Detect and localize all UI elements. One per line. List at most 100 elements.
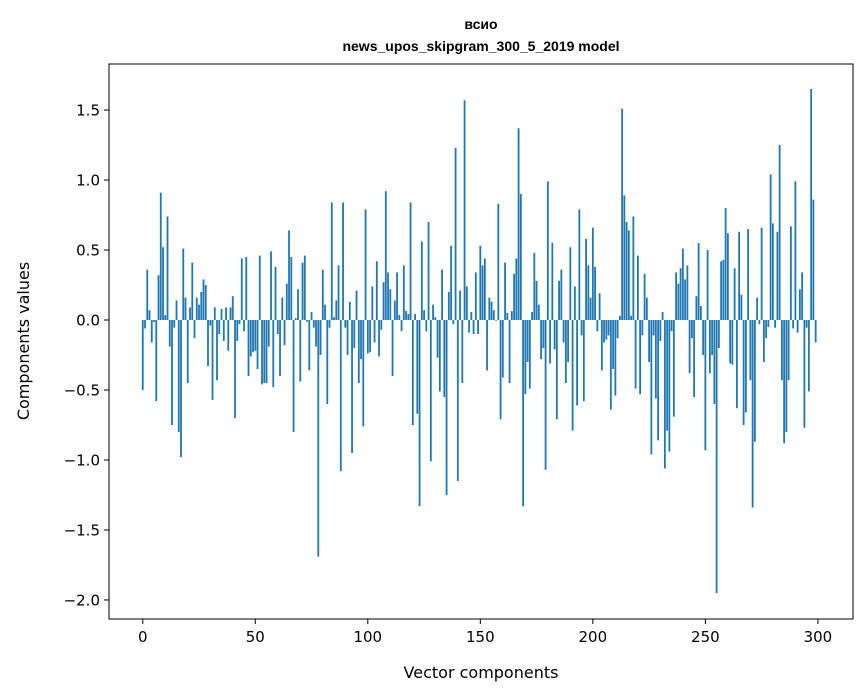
bar-196: [582, 320, 585, 402]
bar-155: [490, 301, 493, 321]
bar-297: [810, 89, 813, 321]
bar-52: [258, 255, 261, 321]
bar-197: [585, 238, 587, 321]
bar-234: [668, 320, 671, 452]
bar-159: [499, 320, 502, 420]
bar-251: [706, 250, 709, 321]
bar-250: [704, 320, 707, 451]
bar-212: [618, 315, 621, 321]
bar-273: [756, 297, 759, 321]
bar-121: [414, 313, 416, 321]
bar-55: [265, 320, 268, 384]
bar-141: [459, 290, 461, 321]
bar-3: [148, 310, 151, 321]
bar-269: [747, 229, 750, 321]
bar-239: [679, 268, 682, 321]
bar-130: [434, 317, 437, 321]
bar-12: [168, 320, 171, 347]
bar-43: [238, 320, 241, 325]
bar-38: [227, 320, 230, 351]
bar-44: [240, 258, 243, 321]
bar-216: [627, 230, 630, 321]
bar-145: [468, 320, 470, 333]
bar-171: [526, 320, 529, 363]
x-tick-label: 0: [138, 628, 148, 646]
bar-169: [522, 320, 524, 507]
bar-229: [657, 320, 660, 441]
bar-259: [724, 208, 727, 321]
bar-133: [441, 269, 443, 321]
bar-129: [432, 304, 434, 321]
bar-206: [605, 320, 608, 340]
bar-76: [312, 320, 315, 328]
bar-41: [234, 320, 236, 418]
bar-20: [186, 320, 189, 384]
bar-192: [573, 286, 576, 321]
bar-241: [684, 279, 687, 321]
bar-194: [578, 209, 581, 321]
bar-57: [270, 251, 272, 321]
bar-289: [792, 320, 795, 329]
bar-102: [371, 286, 374, 321]
bar-98: [362, 320, 365, 427]
bar-188: [564, 320, 567, 384]
x-tick-label: 250: [691, 628, 720, 646]
bar-51: [256, 320, 259, 370]
bar-66: [290, 257, 293, 321]
bar-108: [384, 191, 387, 321]
bar-27: [202, 279, 205, 321]
bar-50: [254, 320, 257, 351]
bar-29: [207, 320, 209, 367]
bar-163: [508, 320, 511, 384]
bar-11: [166, 216, 169, 321]
bar-107: [382, 282, 385, 321]
bar-91: [346, 320, 349, 356]
y-tick-label: 1.5: [76, 102, 100, 120]
bars-group: [141, 89, 817, 593]
bar-151: [481, 265, 484, 321]
x-tick-label: 150: [466, 628, 495, 646]
bar-168: [519, 194, 522, 321]
bar-72: [303, 255, 306, 321]
bar-215: [625, 222, 628, 321]
bar-253: [711, 320, 714, 356]
bar-8: [159, 192, 162, 321]
bar-103: [373, 320, 376, 343]
x-tick-label: 100: [353, 628, 382, 646]
bar-61: [279, 320, 281, 377]
bar-156: [492, 310, 495, 321]
bar-111: [391, 320, 394, 377]
bar-25: [198, 304, 200, 321]
bar-228: [654, 320, 657, 399]
bar-237: [675, 272, 678, 321]
bar-287: [787, 320, 790, 381]
bar-247: [697, 243, 700, 321]
bar-231: [661, 312, 664, 321]
x-axis: 0 50 100 150 200 250 300: [138, 619, 832, 646]
bar-19: [184, 297, 187, 321]
bar-15: [175, 300, 178, 321]
bar-118: [407, 313, 410, 321]
bar-187: [562, 320, 565, 343]
bar-115: [400, 320, 403, 332]
bar-78: [317, 320, 320, 557]
bar-13: [171, 320, 173, 425]
bar-114: [398, 314, 401, 321]
bar-88: [339, 320, 342, 472]
bar-173: [531, 312, 533, 321]
bar-274: [758, 320, 761, 325]
bar-211: [616, 320, 619, 339]
bar-47: [247, 320, 250, 377]
bar-22: [191, 262, 194, 321]
bar-125: [423, 310, 425, 321]
bar-232: [663, 320, 666, 469]
bar-30: [209, 320, 212, 326]
bar-243: [688, 320, 691, 374]
bar-56: [267, 320, 270, 347]
bar-95: [355, 290, 358, 321]
bar-80: [321, 269, 324, 321]
bar-9: [162, 247, 164, 321]
bar-36: [222, 320, 225, 342]
bar-147: [472, 320, 475, 335]
bar-97: [360, 320, 362, 360]
